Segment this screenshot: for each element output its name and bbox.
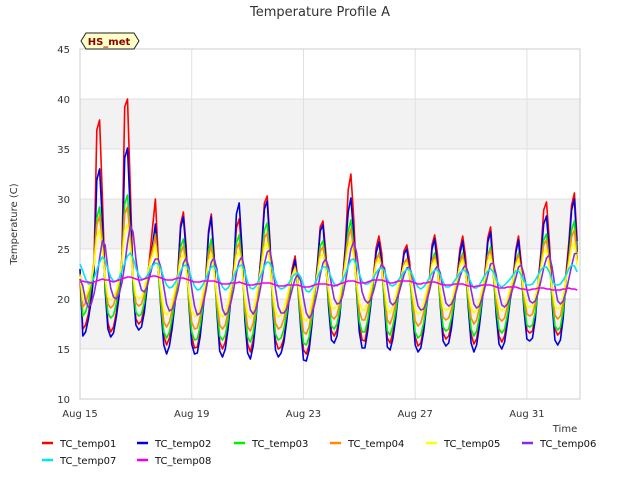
- series-line-tc-temp06: [79, 225, 578, 319]
- band-1: [80, 199, 580, 249]
- band-2: [80, 99, 580, 149]
- legend-label: TC_temp07: [59, 456, 116, 467]
- chart-title: Temperature Profile A: [249, 5, 390, 20]
- y-tick-label: 35: [57, 145, 70, 156]
- legend-label: TC_temp08: [154, 456, 211, 467]
- legend-item-tc-temp03: TC_temp03: [234, 439, 308, 450]
- x-axis-label: Time: [552, 424, 577, 435]
- plot-area: [79, 48, 581, 400]
- series-line-tc-temp08: [79, 275, 578, 291]
- series-line-tc-temp07: [79, 252, 578, 293]
- legend: TC_temp01 TC_temp02 TC_temp03 TC_temp04 TC_t…: [42, 439, 596, 467]
- series-lines: [79, 98, 578, 362]
- y-axis-ticks: 10 15 20 25 30 35 40 45: [57, 45, 70, 406]
- y-tick-label: 20: [57, 295, 70, 306]
- y-tick-label: 30: [57, 195, 70, 206]
- badge-shape: [80, 32, 140, 50]
- legend-label: TC_temp06: [539, 439, 596, 450]
- legend-item-tc-temp01: TC_temp01: [42, 439, 116, 450]
- legend-label: TC_temp03: [251, 439, 308, 450]
- legend-item-tc-temp02: TC_temp02: [137, 439, 211, 450]
- x-tick-label: Aug 15: [62, 409, 97, 420]
- x-tick-label: Aug 31: [509, 409, 544, 420]
- legend-item-tc-temp08: TC_temp08: [137, 456, 211, 467]
- x-tick-label: Aug 19: [174, 409, 209, 420]
- y-tick-label: 40: [57, 95, 70, 106]
- y-tick-label: 15: [57, 345, 70, 356]
- legend-item-tc-temp04: TC_temp04: [330, 439, 404, 450]
- legend-item-tc-temp05: TC_temp05: [426, 439, 500, 450]
- y-axis-label: Temperature (C): [9, 183, 20, 265]
- legend-label: TC_temp02: [154, 439, 211, 450]
- y-tick-label: 10: [57, 395, 70, 406]
- legend-item-tc-temp07: TC_temp07: [42, 456, 116, 467]
- series-line-tc-temp05: [79, 224, 578, 322]
- legend-item-tc-temp06: TC_temp06: [522, 439, 596, 450]
- x-axis-ticks: Aug 15 Aug 19 Aug 23 Aug 27 Aug 31: [62, 409, 544, 420]
- x-tick-label: Aug 23: [286, 409, 321, 420]
- y-tick-label: 25: [57, 245, 70, 256]
- badge-label: HS_met: [88, 37, 131, 48]
- badge: HS_met: [80, 32, 140, 50]
- legend-label: TC_temp04: [347, 439, 404, 450]
- y-tick-label: 45: [57, 45, 70, 56]
- x-tick-label: Aug 27: [397, 409, 432, 420]
- legend-label: TC_temp05: [443, 439, 500, 450]
- legend-label: TC_temp01: [59, 439, 116, 450]
